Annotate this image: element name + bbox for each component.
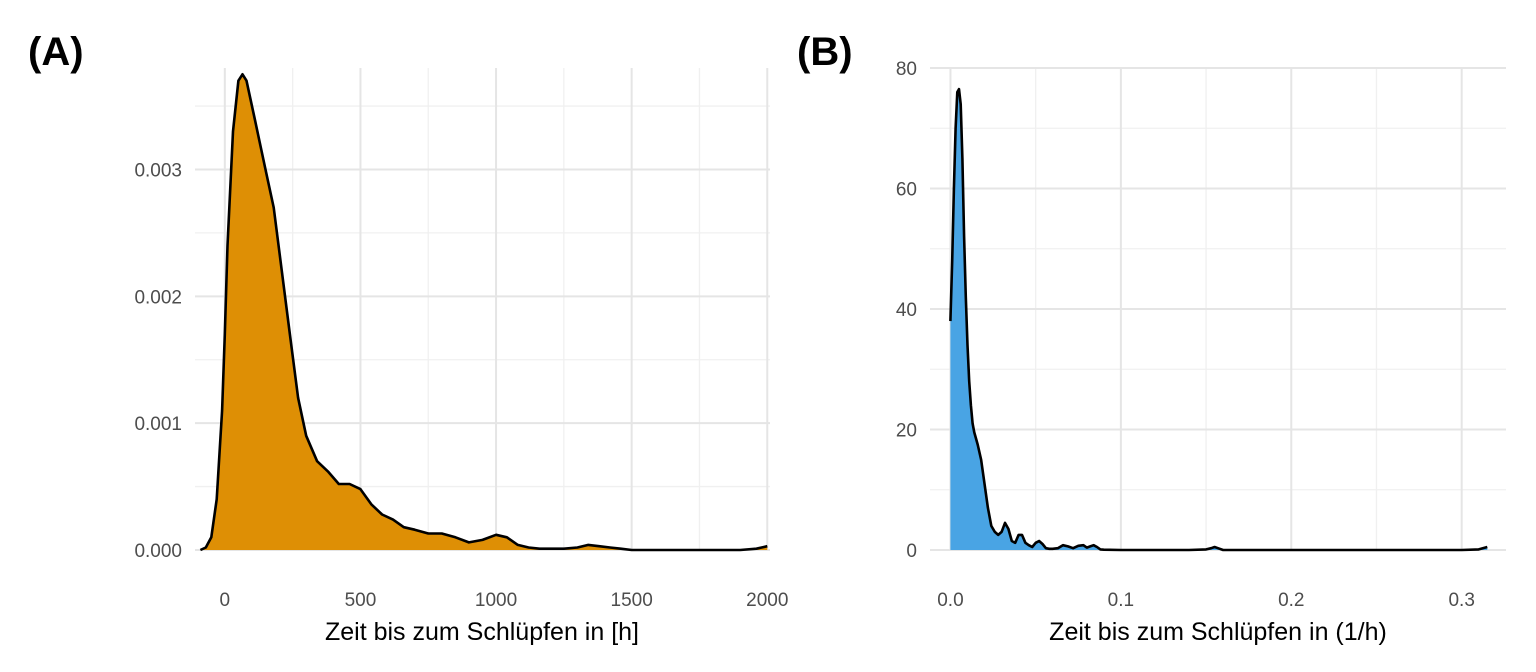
panel-a-x-axis-title: Zeit bis zum Schlüpfen in [h] <box>325 618 639 646</box>
panel-b: (B) 0 20 40 60 80 0.0 0.1 0.2 0.3 Zeit bis zum … <box>797 30 1506 646</box>
panel-a-label: (A) <box>28 30 84 74</box>
y-tick-label: 0.002 <box>134 287 182 308</box>
y-tick-label: 40 <box>896 300 917 321</box>
panel-a-y-tick-labels: 0.000 0.001 0.002 0.003 <box>134 160 182 562</box>
x-tick-label: 500 <box>345 590 377 611</box>
panel-b-y-tick-labels: 0 20 40 60 80 <box>896 59 917 562</box>
panel-b-label: (B) <box>797 30 853 74</box>
x-tick-label: 2000 <box>746 590 788 611</box>
x-tick-label: 0.0 <box>937 590 963 611</box>
panel-a-x-tick-labels: 0 500 1000 1500 2000 <box>220 590 789 611</box>
x-tick-label: 0 <box>220 590 231 611</box>
x-tick-label: 1000 <box>475 590 517 611</box>
panel-b-grid <box>930 67 1506 551</box>
x-tick-label: 0.1 <box>1108 590 1134 611</box>
density-area-fill <box>950 89 1488 550</box>
panel-a: (A) 0.000 0.001 0.002 0.003 0 500 1000 1500 200… <box>28 30 788 646</box>
panel-b-x-tick-labels: 0.0 0.1 0.2 0.3 <box>937 590 1475 611</box>
y-tick-label: 80 <box>896 59 917 80</box>
y-tick-label: 20 <box>896 421 917 442</box>
panel-b-area <box>949 87 1488 552</box>
y-tick-label: 0.000 <box>134 541 182 562</box>
density-curve <box>199 73 768 552</box>
y-tick-label: 0.001 <box>134 414 182 435</box>
panel-a-area <box>199 73 768 552</box>
x-tick-label: 0.2 <box>1278 590 1304 611</box>
x-tick-label: 1500 <box>611 590 653 611</box>
y-tick-label: 0.003 <box>134 160 182 181</box>
density-area-fill <box>200 74 768 551</box>
panel-b-x-axis-title: Zeit bis zum Schlüpfen in (1/h) <box>1049 618 1387 646</box>
y-tick-label: 60 <box>896 180 917 201</box>
density-curve <box>949 87 1488 552</box>
x-tick-label: 0.3 <box>1448 590 1474 611</box>
y-tick-label: 0 <box>906 541 917 562</box>
